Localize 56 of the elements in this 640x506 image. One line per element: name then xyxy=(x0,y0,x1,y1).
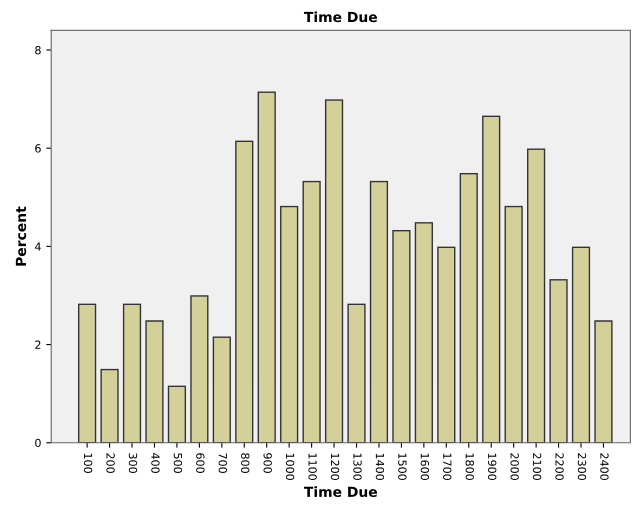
x-tick-label: 200 xyxy=(106,453,115,473)
y-tick-label: 0 xyxy=(35,438,41,448)
bar xyxy=(168,386,186,443)
x-tick-label: 1200 xyxy=(330,454,340,480)
x-tick-label: 1600 xyxy=(420,454,430,480)
x-tick-label: 1400 xyxy=(376,454,384,480)
x-tick-label: 1500 xyxy=(398,454,407,480)
bar xyxy=(212,336,231,443)
x-tick-label: 400 xyxy=(151,453,160,473)
y-tick-label: 8 xyxy=(35,46,41,54)
x-tick-label: 2400 xyxy=(600,453,609,480)
bar xyxy=(460,173,478,443)
bar xyxy=(145,320,164,443)
x-tick-label: 2000 xyxy=(510,453,519,480)
bar xyxy=(504,206,523,443)
bar xyxy=(549,279,568,443)
x-tick-label: 700 xyxy=(218,453,227,473)
x-tick-label: 1800 xyxy=(466,454,474,480)
bar xyxy=(122,304,142,443)
x-tick-label: 1100 xyxy=(308,454,317,480)
y-tick-label: 2 xyxy=(35,340,40,349)
x-axis-title: Time Due xyxy=(304,486,378,498)
x-tick-label: 300 xyxy=(128,453,138,473)
bar xyxy=(324,99,344,443)
bar xyxy=(594,320,613,443)
bar xyxy=(392,230,411,443)
x-tick-label: 500 xyxy=(174,453,182,473)
x-tick-label: 800 xyxy=(241,453,250,473)
x-tick-label: 1300 xyxy=(353,454,362,480)
x-tick-label: 600 xyxy=(196,453,205,473)
bar xyxy=(370,180,388,443)
y-axis-title: Percent xyxy=(16,206,26,266)
bar xyxy=(302,180,321,443)
x-tick-label: 100 xyxy=(84,454,92,473)
bar xyxy=(280,206,298,443)
bar xyxy=(258,92,276,443)
chart-title: Time Due xyxy=(304,11,378,22)
x-tick-label: 2100 xyxy=(532,453,542,480)
x-tick-label: 900 xyxy=(263,453,272,473)
bar xyxy=(190,295,208,443)
y-tick-label: 6 xyxy=(35,144,41,153)
x-tick-label: 1700 xyxy=(443,454,452,480)
y-tick-label: 4 xyxy=(34,242,41,251)
bar xyxy=(347,304,366,443)
x-tick-label: 2300 xyxy=(578,453,586,480)
bar xyxy=(100,368,119,443)
bar xyxy=(482,116,500,443)
x-tick-label: 2200 xyxy=(555,453,564,480)
bar xyxy=(572,246,590,443)
bar xyxy=(527,148,546,443)
bar xyxy=(414,222,433,443)
bar xyxy=(78,304,96,443)
x-tick-label: 1000 xyxy=(286,454,294,480)
bar xyxy=(235,140,254,443)
x-tick-label: 1900 xyxy=(488,454,496,480)
bar xyxy=(437,246,456,443)
